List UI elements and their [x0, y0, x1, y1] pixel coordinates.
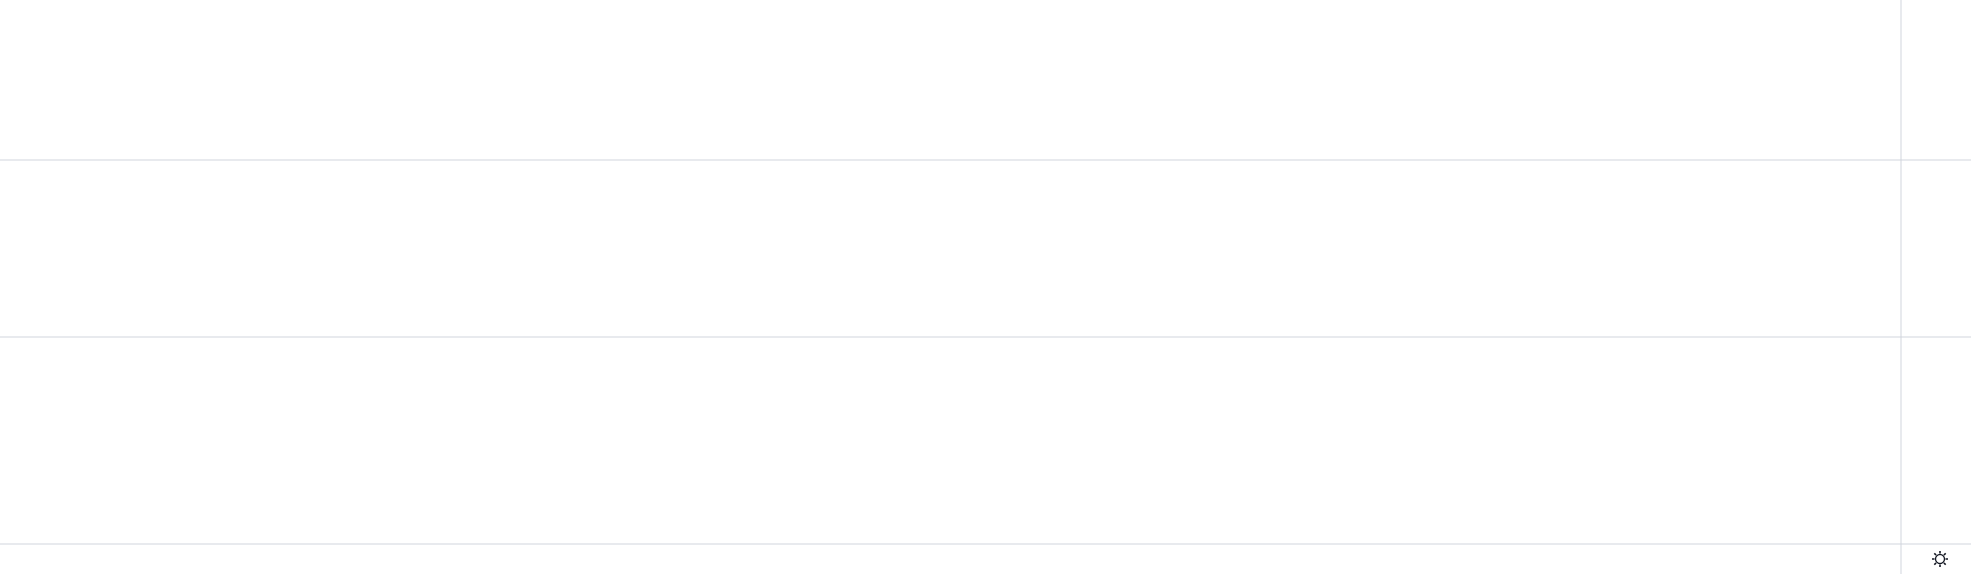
- gear-hub: [1934, 553, 1946, 565]
- settings-button[interactable]: [1932, 551, 1948, 567]
- gear-teeth: [1932, 551, 1948, 567]
